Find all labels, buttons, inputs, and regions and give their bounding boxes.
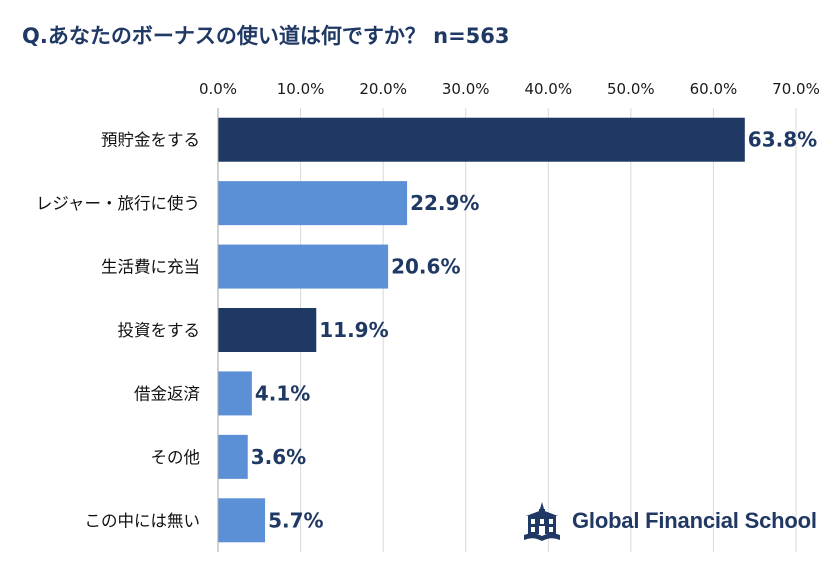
- chart-title: Q.あなたのボーナスの使い道は何ですか？ n=563: [22, 24, 510, 48]
- x-tick-label: 50.0%: [607, 80, 655, 98]
- logo: Global Financial School: [522, 500, 817, 542]
- data-label: 20.6%: [391, 255, 460, 279]
- data-label: 22.9%: [410, 191, 479, 215]
- logo-text: Global Financial School: [572, 508, 817, 533]
- school-building-icon: [524, 502, 560, 541]
- x-axis-ticks: 0.0% 10.0% 20.0% 30.0% 40.0% 50.0% 60.0% 70.0%: [199, 80, 820, 98]
- x-tick-label: 70.0%: [772, 80, 820, 98]
- x-tick-label: 60.0%: [690, 80, 738, 98]
- data-label: 4.1%: [255, 381, 310, 405]
- bar: [218, 181, 408, 226]
- category-label: 預貯金をする: [101, 131, 200, 150]
- data-labels: 63.8% 22.9% 20.6% 11.9% 4.1% 3.6% 5.7%: [251, 128, 817, 533]
- x-tick-label: 30.0%: [442, 80, 490, 98]
- bar: [218, 117, 745, 162]
- bar: [218, 244, 389, 289]
- data-label: 63.8%: [748, 128, 817, 152]
- bar: [218, 371, 252, 416]
- category-label: 生活費に充当: [101, 258, 200, 277]
- x-tick-label: 10.0%: [277, 80, 325, 98]
- bar: [218, 434, 248, 479]
- category-label: 投資をする: [118, 321, 201, 340]
- bar: [218, 498, 266, 543]
- category-label: 借金返済: [134, 384, 200, 403]
- data-label: 5.7%: [268, 508, 323, 532]
- x-tick-label: 0.0%: [199, 80, 237, 98]
- data-label: 3.6%: [251, 445, 306, 469]
- x-tick-label: 40.0%: [524, 80, 572, 98]
- category-labels: 預貯金をするレジャー・旅行に使う生活費に充当投資をする借金返済その他この中には無…: [36, 131, 200, 531]
- category-label: その他: [151, 448, 201, 467]
- x-tick-label: 20.0%: [359, 80, 407, 98]
- bars: [218, 117, 745, 543]
- category-label: この中には無い: [85, 511, 201, 530]
- data-label: 11.9%: [319, 318, 388, 342]
- bar: [218, 308, 317, 352]
- category-label: レジャー・旅行に使う: [36, 194, 200, 213]
